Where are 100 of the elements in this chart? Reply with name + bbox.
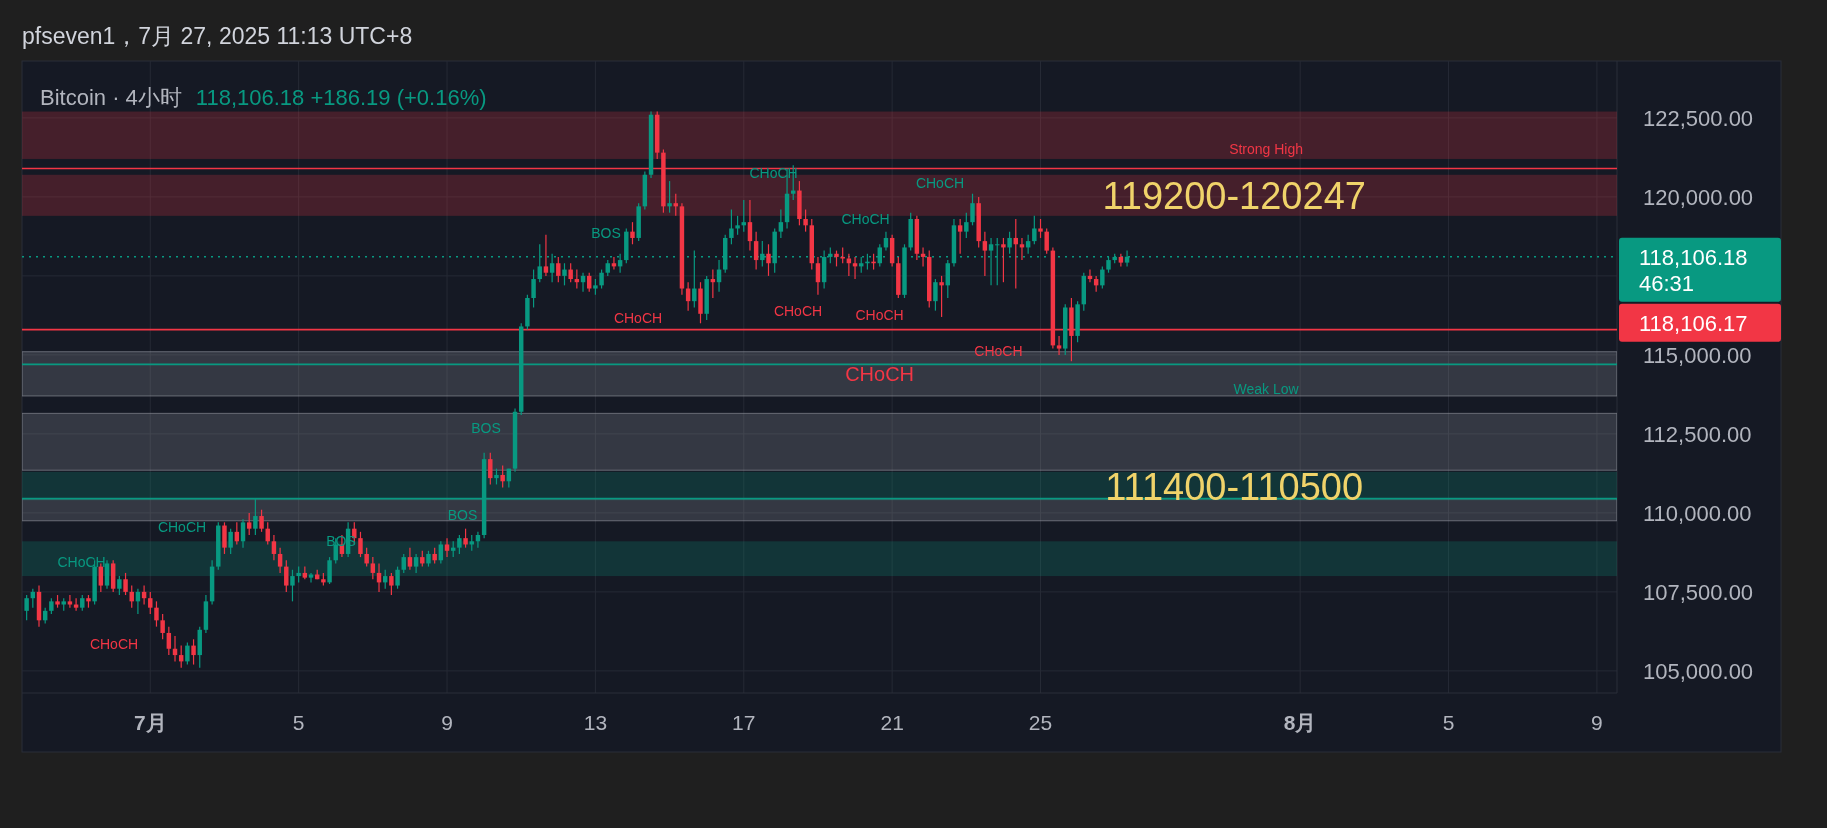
annotation: CHoCH [915, 175, 965, 192]
ref-line-label: 118,106.18 46:31 [1639, 244, 1748, 296]
candlestick [543, 234, 549, 277]
candlestick [1001, 237, 1006, 283]
x-tick-label: 8月 [1283, 711, 1317, 734]
x-tick-label: 13 [583, 711, 608, 734]
x-tick-label: 9 [1591, 711, 1603, 734]
candlestick [407, 547, 413, 571]
candlestick [160, 613, 165, 640]
candlestick [24, 594, 29, 621]
candlestick [586, 272, 592, 293]
candlestick [463, 528, 468, 549]
annotation: CHoCH [974, 343, 1023, 360]
candlestick [729, 208, 734, 245]
candlestick [191, 638, 196, 666]
x-tick-label: 5 [292, 711, 305, 734]
candlestick [957, 218, 963, 255]
candlestick [939, 275, 944, 318]
candlestick [803, 208, 808, 233]
x-tick-label: 17 [732, 711, 756, 734]
annotation: BOS [471, 420, 501, 437]
candlestick [562, 262, 567, 286]
candlestick [413, 553, 419, 574]
candlestick [185, 641, 190, 666]
y-tick-label: 120,000.00 [1643, 184, 1754, 210]
band-label: 119200-120247 [1102, 174, 1366, 217]
candlestick [395, 566, 400, 590]
candlestick [1032, 215, 1037, 245]
candlestick [531, 268, 536, 309]
annotation: CHoCH [89, 636, 139, 653]
candlestick [667, 180, 672, 214]
candlestick [271, 534, 277, 561]
candlestick [277, 547, 283, 574]
y-tick-label: 122,500.00 [1643, 105, 1754, 131]
candlestick [1100, 265, 1105, 290]
candlestick [747, 199, 753, 252]
candlestick [246, 512, 252, 536]
y-tick-label: 105,000.00 [1643, 658, 1754, 684]
candlestick [778, 208, 784, 239]
candlestick [166, 626, 172, 656]
candlestick [1007, 231, 1012, 255]
ref-line-label: Weak Low [1233, 381, 1300, 398]
y-tick-label: 115,000.00 [1643, 342, 1752, 368]
x-tick-label: 21 [880, 711, 904, 734]
candlestick [500, 464, 505, 489]
ref-line-label: Strong High [1229, 141, 1304, 158]
candlestick [148, 591, 153, 615]
candlestick [444, 537, 450, 558]
candlestick [364, 547, 369, 568]
x-tick-label: 25 [1028, 711, 1053, 734]
candlestick [630, 221, 635, 245]
candlestick [438, 540, 444, 565]
annotation: CHoCH [157, 519, 207, 536]
candlestick [815, 256, 821, 296]
candlestick [401, 553, 406, 574]
candlestick [222, 521, 227, 555]
annotation: BOS [447, 507, 478, 524]
candlestick [389, 572, 394, 596]
candlestick [327, 556, 332, 585]
candlestick [1038, 218, 1043, 239]
candlestick [982, 231, 988, 277]
text: 118,106.17 [1639, 310, 1748, 336]
candlestick [123, 572, 128, 596]
annotation: CHoCH [773, 303, 823, 320]
chart-title: pfseven1，7月 27, 2025 11:13 UTC+8 [22, 23, 413, 49]
candlestick [259, 509, 264, 533]
candlestick [228, 528, 233, 555]
candlestick [1044, 227, 1049, 255]
candlestick [970, 193, 975, 226]
candlestick [154, 600, 159, 628]
annotation: CHoCH [57, 554, 106, 571]
x-tick-label: 5 [1442, 711, 1455, 734]
candlestick [358, 531, 363, 558]
candlestick [556, 256, 561, 283]
y-tick-label: 107,500.00 [1643, 579, 1754, 605]
candlestick [488, 452, 493, 486]
candlestick [568, 262, 573, 283]
candlestick [104, 559, 110, 590]
candlestick [284, 559, 289, 593]
x-tick-label: 9 [441, 711, 453, 734]
annotation: BOS [591, 225, 621, 242]
candlestick [735, 215, 740, 236]
y-tick-label: 110,000.00 [1643, 500, 1752, 526]
text: Bitcoin · 4小时 [40, 85, 182, 110]
candlestick [240, 518, 246, 549]
candlestick [766, 243, 771, 277]
candlestick [964, 212, 969, 239]
annotation: 118,106.18 +186.19 (+0.16%) [195, 85, 487, 110]
x-tick-label: 7月 [133, 711, 167, 734]
candlestick [67, 594, 73, 609]
candlestick [457, 534, 462, 555]
annotation: CHoCH [845, 363, 915, 386]
candlestick [945, 259, 951, 299]
candlestick [290, 569, 295, 602]
candlestick [117, 575, 122, 596]
annotation: CHoCH [613, 310, 663, 327]
band-label: 111400-110500 [1105, 465, 1364, 508]
candlestick [370, 556, 376, 580]
annotation: CHoCH [841, 211, 890, 228]
candlestick [933, 278, 938, 312]
